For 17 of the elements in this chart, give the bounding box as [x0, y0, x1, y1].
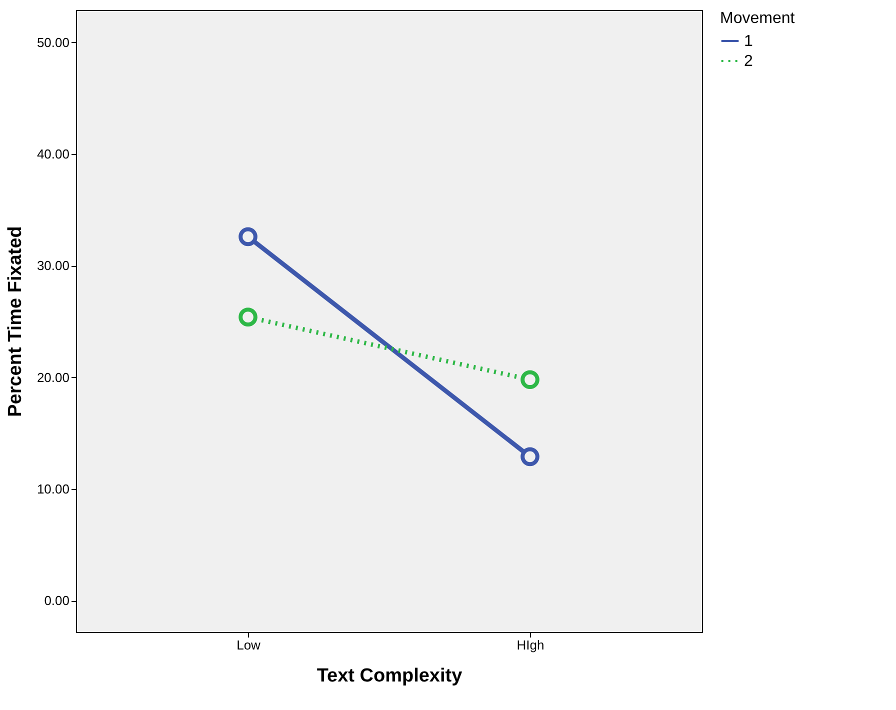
point [238, 227, 258, 246]
legend-label: 1 [744, 33, 753, 50]
y-tick-label: 0.00 [44, 593, 70, 608]
y-tick-label: 50.00 [36, 34, 70, 50]
x-tick-label: HIgh [516, 638, 544, 652]
legend-title: Movement [720, 10, 796, 27]
y-tick-label: 20.00 [36, 370, 70, 385]
x-tick-label: Low [236, 638, 262, 652]
y-tick-label: 40.00 [36, 146, 70, 162]
x-axis-title: Text Complexity [316, 666, 463, 686]
y-tick-label: 10.00 [36, 482, 70, 497]
y-axis-title: Percent Time Fixated [4, 226, 26, 417]
point [520, 370, 540, 390]
point [520, 447, 540, 466]
legend-label: 2 [744, 53, 753, 70]
y-tick-label: 30.00 [36, 258, 70, 274]
point [238, 308, 258, 326]
